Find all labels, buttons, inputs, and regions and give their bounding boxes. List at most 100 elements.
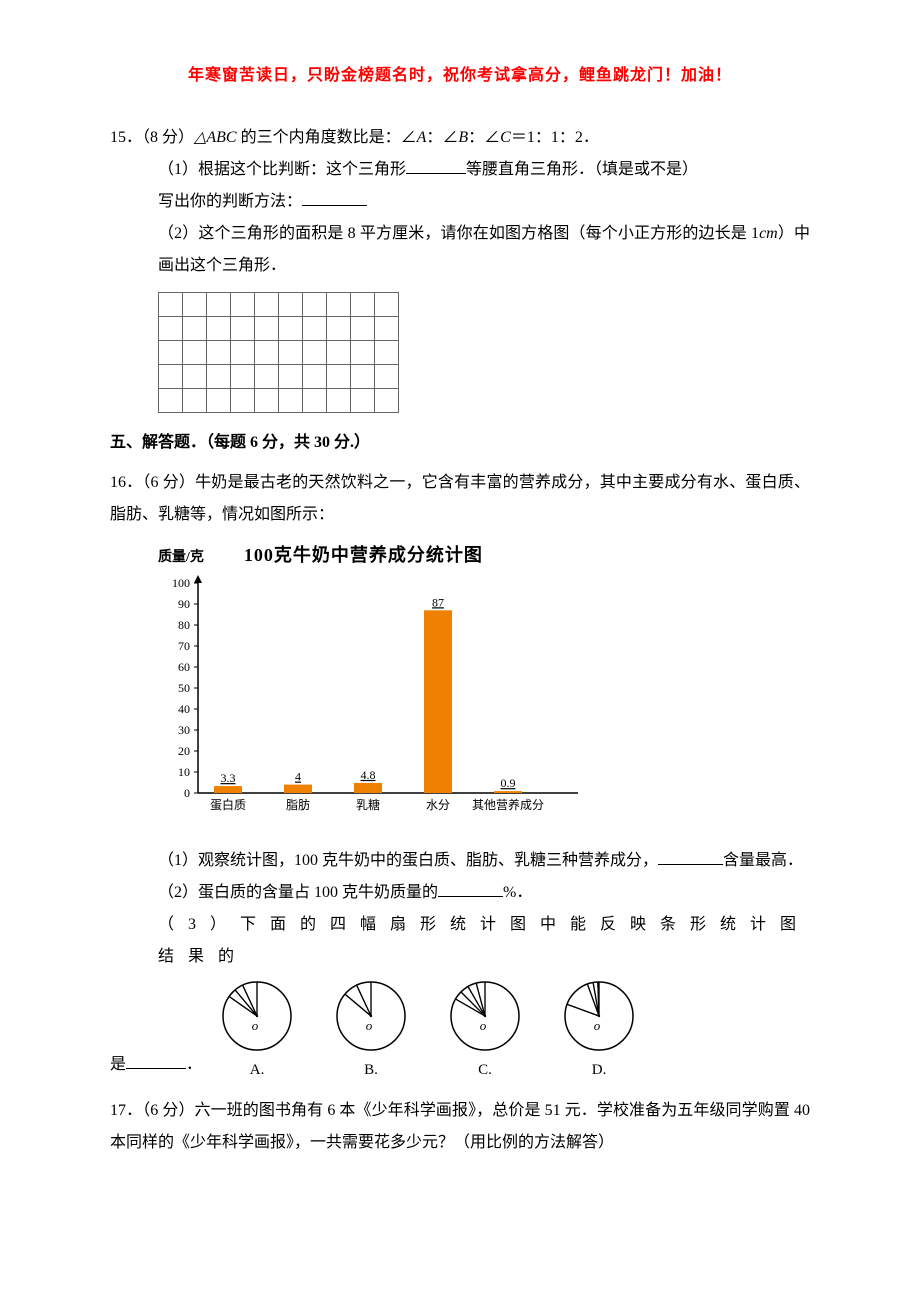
q15-part1-pre: （1）根据这个比判断：这个三角形 — [158, 161, 406, 178]
grid-cell — [375, 317, 399, 341]
bar-chart-svg: 01020304050607080901003.3蛋白质4脂肪4.8乳糖87水分… — [158, 573, 578, 823]
q16-part1: （1）观察统计图，100 克牛奶中的蛋白质、脂肪、乳糖三种营养成分，含量最高． — [110, 845, 810, 877]
grid-cell — [207, 341, 231, 365]
q16-number: 16． — [110, 474, 142, 491]
svg-text:10: 10 — [178, 765, 190, 779]
grid-cell — [303, 389, 327, 413]
grid-cell — [279, 293, 303, 317]
svg-text:乳糖: 乳糖 — [356, 797, 380, 812]
grid-cell — [159, 389, 183, 413]
grid-cell — [351, 293, 375, 317]
grid-cell — [327, 341, 351, 365]
pie-option: o C. — [448, 979, 522, 1085]
svg-text:0.9: 0.9 — [501, 776, 516, 790]
q16-part2-post: %． — [503, 884, 532, 901]
grid-cell — [327, 317, 351, 341]
q16-part3-suffix-pre: 是 — [110, 1056, 126, 1073]
q16-part1-blank[interactable] — [658, 849, 723, 865]
pie-label: B. — [334, 1055, 408, 1085]
question-17: 17．（6 分）六一班的图书角有 6 本《少年科学画报》，总价是 51 元．学校… — [110, 1095, 810, 1159]
q16-points: （6 分） — [142, 474, 195, 491]
svg-text:其他营养成分: 其他营养成分 — [472, 797, 544, 812]
grid-cell — [183, 317, 207, 341]
q15-points: （8 分） — [142, 129, 194, 146]
grid-cell — [255, 365, 279, 389]
svg-text:20: 20 — [178, 744, 190, 758]
grid-cell — [183, 365, 207, 389]
question-15: 15．（8 分）△ABC 的三个内角度数比是：∠A：∠B：∠C＝1：1：2． （… — [110, 122, 810, 413]
grid-cell — [231, 317, 255, 341]
grid-cell — [183, 293, 207, 317]
q16-part2: （2）蛋白质的含量占 100 克牛奶质量的 %． — [110, 877, 810, 909]
grid-cell — [375, 341, 399, 365]
q15-part2: （2）这个三角形的面积是 8 平方厘米，请你在如图方格图（每个小正方形的边长是 … — [110, 218, 810, 282]
page-banner: 年寒窗苦读日，只盼金榜题名时，祝你考试拿高分，鲤鱼跳龙门！加油！ — [110, 60, 810, 92]
q16-part3-blank[interactable] — [126, 1053, 186, 1069]
grid-cell — [255, 389, 279, 413]
grid-cell — [231, 293, 255, 317]
q16-part2-blank[interactable] — [438, 881, 503, 897]
q15-stem: 15．（8 分）△ABC 的三个内角度数比是：∠A：∠B：∠C＝1：1：2． — [110, 122, 810, 154]
svg-text:o: o — [366, 1018, 373, 1033]
q15-part1-post: 等腰直角三角形．（填是或不是） — [466, 161, 698, 178]
q16-stem-text: 牛奶是最古老的天然饮料之一，它含有丰富的营养成分，其中主要成分有水、蛋白质、脂肪… — [110, 474, 810, 523]
svg-text:40: 40 — [178, 702, 190, 716]
svg-text:蛋白质: 蛋白质 — [210, 797, 246, 812]
grid-cell — [327, 365, 351, 389]
grid-cell — [159, 341, 183, 365]
pie-option: o B. — [334, 979, 408, 1085]
q17-number: 17． — [110, 1102, 142, 1119]
pie-label: D. — [562, 1055, 636, 1085]
q17-stem: 17．（6 分）六一班的图书角有 6 本《少年科学画报》，总价是 51 元．学校… — [110, 1095, 810, 1159]
question-16: 16．（6 分）牛奶是最古老的天然饮料之一，它含有丰富的营养成分，其中主要成分有… — [110, 467, 810, 1085]
svg-text:o: o — [252, 1018, 259, 1033]
pie-label: C. — [448, 1055, 522, 1085]
q16-part1-post: 含量最高． — [723, 852, 803, 869]
grid-cell — [159, 293, 183, 317]
grid-cell — [303, 317, 327, 341]
grid-cell — [375, 389, 399, 413]
svg-text:50: 50 — [178, 681, 190, 695]
svg-text:70: 70 — [178, 639, 190, 653]
svg-text:4: 4 — [295, 770, 301, 784]
pie-label: A. — [220, 1055, 294, 1085]
q15-stem-text: △ABC — [194, 129, 237, 146]
q16-part3-suffix-post: ． — [186, 1056, 202, 1073]
grid-cell — [279, 365, 303, 389]
grid-cell — [303, 365, 327, 389]
grid-cell — [159, 317, 183, 341]
q15-part1: （1）根据这个比判断：这个三角形 等腰直角三角形．（填是或不是） — [110, 154, 810, 186]
q16-part3-line: 是． oA.oB.oC.oD. — [110, 979, 810, 1085]
grid-cell — [183, 389, 207, 413]
q16-part3-suffix: 是． — [110, 1049, 202, 1081]
section-5-title: 五、解答题．（每题 6 分，共 30 分.） — [110, 427, 810, 459]
svg-text:90: 90 — [178, 597, 190, 611]
grid-cell — [159, 365, 183, 389]
grid-cell — [231, 389, 255, 413]
grid-cell — [351, 389, 375, 413]
grid-cell — [183, 341, 207, 365]
grid-cell — [351, 365, 375, 389]
pie-option: o A. — [220, 979, 294, 1085]
svg-text:水分: 水分 — [426, 798, 450, 812]
svg-text:o: o — [480, 1018, 487, 1033]
grid-cell — [375, 293, 399, 317]
q16-part2-pre: （2）蛋白质的含量占 100 克牛奶质量的 — [158, 884, 438, 901]
q15-part1-blank[interactable] — [406, 158, 466, 174]
grid-cell — [255, 317, 279, 341]
grid-cell — [255, 293, 279, 317]
svg-text:100: 100 — [172, 576, 190, 590]
grid-cell — [351, 317, 375, 341]
grid-cell — [375, 365, 399, 389]
q15-part1b-blank[interactable] — [302, 190, 367, 206]
svg-text:3.3: 3.3 — [221, 771, 236, 785]
grid-cell — [279, 317, 303, 341]
pie-row: oA.oB.oC.oD. — [220, 979, 636, 1085]
chart-ylabel: 质量/克 — [158, 544, 204, 572]
grid-cell — [207, 389, 231, 413]
svg-text:60: 60 — [178, 660, 190, 674]
q17-stem-text: 六一班的图书角有 6 本《少年科学画报》，总价是 51 元．学校准备为五年级同学… — [110, 1102, 810, 1151]
q15-part1b-pre: 写出你的判断方法： — [158, 193, 302, 210]
q16-stem: 16．（6 分）牛奶是最古老的天然饮料之一，它含有丰富的营养成分，其中主要成分有… — [110, 467, 810, 531]
grid-cell — [231, 341, 255, 365]
